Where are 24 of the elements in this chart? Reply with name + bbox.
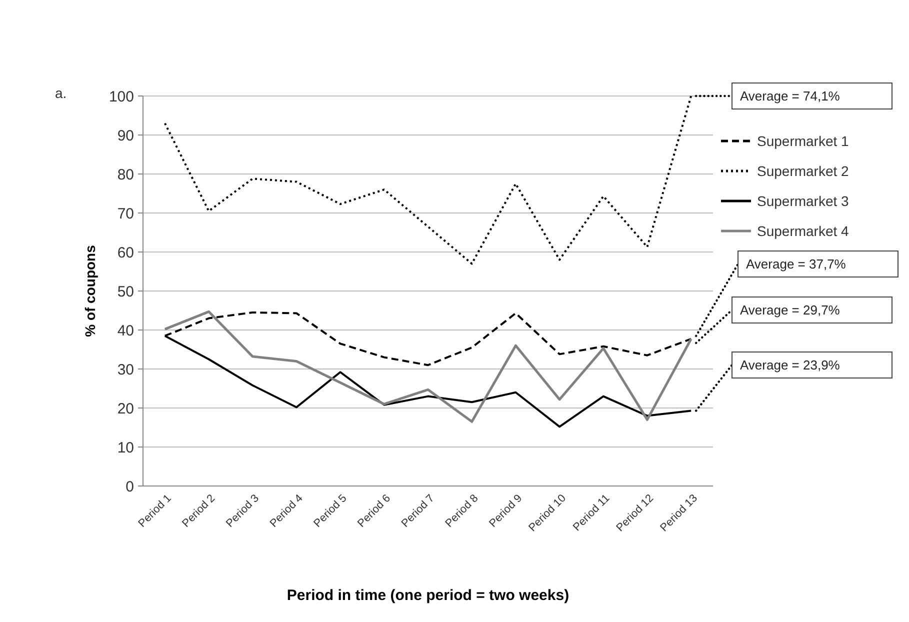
- annotation: Average = 29,7%: [740, 302, 840, 318]
- line-series: [164, 310, 692, 423]
- y-tick-label: 10: [117, 439, 134, 456]
- text: a.: [55, 85, 67, 101]
- y-tick-label: 60: [117, 244, 134, 262]
- y-axis-title: % of coupons: [82, 244, 98, 337]
- annotation: Average = 23,9%: [740, 358, 840, 373]
- legend-label: Supermarket 2: [757, 162, 850, 179]
- text: Average = 74,1%: [740, 88, 840, 104]
- y-tick-label: 40: [117, 322, 134, 340]
- y-tick-label: 80: [117, 166, 134, 184]
- y-tick-label: 50: [117, 283, 134, 300]
- legend-label: Supermarket 4: [757, 222, 850, 239]
- y-tick-label: 20: [117, 400, 134, 418]
- y-tick-label: 30: [117, 361, 134, 378]
- y-tick-label: 100: [108, 88, 134, 106]
- y-tick-label: 0: [126, 478, 134, 496]
- y-tick-label: 90: [117, 127, 134, 144]
- legend-label: Supermarket 1: [757, 132, 850, 149]
- annotation: Average = 37,7%: [746, 256, 846, 272]
- line-series: [164, 95, 692, 265]
- legend-label: Supermarket 3: [757, 192, 850, 209]
- y-tick-label: 70: [117, 205, 134, 222]
- x-axis-title: Period in time (one period = two weeks): [286, 587, 570, 604]
